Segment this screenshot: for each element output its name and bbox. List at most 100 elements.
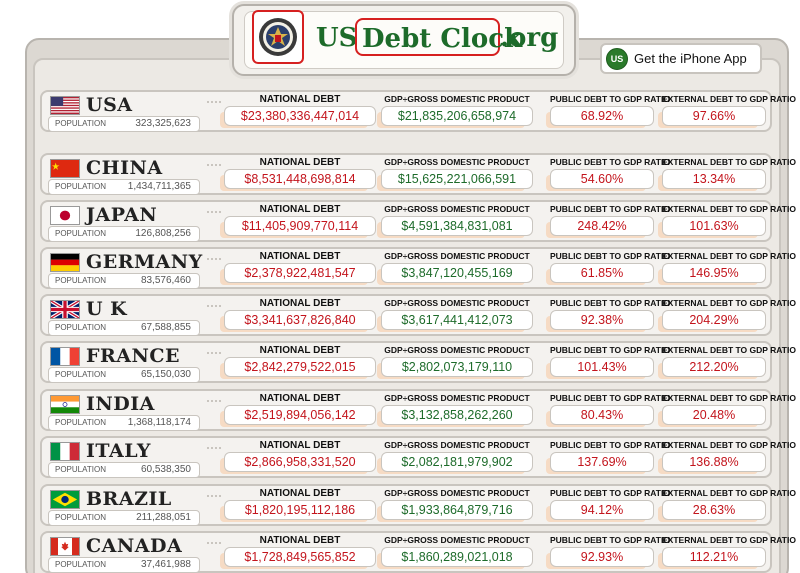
population-field: POPULATION 1,434,711,365 xyxy=(48,179,200,195)
country-row: U K POPULATION 67,588,855 NATIONAL DEBT $3,3… xyxy=(40,294,796,336)
national-debt-label: NATIONAL DEBT xyxy=(259,488,341,499)
national-debt-cell: NATIONAL DEBT $11,405,909,770,114 xyxy=(224,203,376,239)
gdp-value: $3,132,858,262,260 xyxy=(381,405,533,425)
external-debt-ratio-label: EXTERNAL DEBT TO GDP RATIO xyxy=(662,535,796,545)
country-name: INDIA xyxy=(86,393,155,415)
public-debt-ratio-cell: PUBLIC DEBT TO GDP RATIO 68.92% xyxy=(550,93,670,129)
national-debt-cell: NATIONAL DEBT $3,341,637,826,840 xyxy=(224,297,376,333)
iphone-app-button[interactable]: US Get the iPhone App xyxy=(600,43,762,74)
external-debt-ratio-value: 28.63% xyxy=(662,500,766,520)
row-divider xyxy=(207,447,221,449)
gdp-cell: GDP÷GROSS DOMESTIC PRODUCT $1,933,864,879… xyxy=(381,487,533,523)
public-debt-ratio-cell: PUBLIC DEBT TO GDP RATIO 61.85% xyxy=(550,250,670,286)
logo-text-group: US Debt Clock .org xyxy=(232,4,576,76)
country-name: FRANCE xyxy=(86,345,180,367)
logo-debt-clock-highlight: Debt Clock xyxy=(355,18,522,56)
country-row: CHINA POPULATION 1,434,711,365 NATIONAL DEB… xyxy=(40,153,796,195)
gdp-label: GDP÷GROSS DOMESTIC PRODUCT xyxy=(384,393,530,403)
population-label: POPULATION xyxy=(55,182,106,191)
external-debt-ratio-label: EXTERNAL DEBT TO GDP RATIO xyxy=(662,157,796,167)
population-field: POPULATION 83,576,460 xyxy=(48,273,200,289)
population-field: POPULATION 67,588,855 xyxy=(48,320,200,336)
country-name: CHINA xyxy=(86,157,163,179)
gdp-value: $15,625,221,066,591 xyxy=(381,169,533,189)
country-row: ITALY POPULATION 60,538,350 NATIONAL DEBT $2… xyxy=(40,436,796,478)
national-debt-cell: NATIONAL DEBT $1,728,849,565,852 xyxy=(224,534,376,570)
gdp-value: $3,617,441,412,073 xyxy=(381,310,533,330)
public-debt-ratio-cell: PUBLIC DEBT TO GDP RATIO 92.38% xyxy=(550,297,670,333)
country-row: FRANCE POPULATION 65,150,030 NATIONAL DEBT $… xyxy=(40,341,796,383)
gdp-label: GDP÷GROSS DOMESTIC PRODUCT xyxy=(384,345,530,355)
population-value: 211,288,051 xyxy=(136,512,191,523)
external-debt-ratio-value: 212.20% xyxy=(662,357,766,377)
population-field: POPULATION 37,461,988 xyxy=(48,557,200,573)
external-debt-ratio-cell: EXTERNAL DEBT TO GDP RATIO 97.66% xyxy=(662,93,796,129)
row-divider xyxy=(207,400,221,402)
external-debt-ratio-cell: EXTERNAL DEBT TO GDP RATIO 28.63% xyxy=(662,487,796,523)
population-field: POPULATION 60,538,350 xyxy=(48,462,200,478)
external-debt-ratio-label: EXTERNAL DEBT TO GDP RATIO xyxy=(662,393,796,403)
external-debt-ratio-cell: EXTERNAL DEBT TO GDP RATIO 146.95% xyxy=(662,250,796,286)
national-debt-value: $23,380,336,447,014 xyxy=(224,106,376,126)
external-debt-ratio-label: EXTERNAL DEBT TO GDP RATIO xyxy=(662,204,796,214)
national-debt-value: $2,866,958,331,520 xyxy=(224,452,376,472)
country-row: GERMANY POPULATION 83,576,460 NATIONAL DEBT… xyxy=(40,247,796,289)
population-label: POPULATION xyxy=(55,119,106,128)
population-value: 126,808,256 xyxy=(135,228,191,239)
external-debt-ratio-label: EXTERNAL DEBT TO GDP RATIO xyxy=(662,440,796,450)
country-row: JAPAN POPULATION 126,808,256 NATIONAL DEBT $… xyxy=(40,200,796,242)
country-box: BRAZIL POPULATION 211,288,051 xyxy=(46,488,202,526)
public-debt-ratio-label: PUBLIC DEBT TO GDP RATIO xyxy=(550,157,670,167)
public-debt-ratio-label: PUBLIC DEBT TO GDP RATIO xyxy=(550,94,670,104)
population-value: 1,368,118,174 xyxy=(127,417,191,428)
external-debt-ratio-cell: EXTERNAL DEBT TO GDP RATIO 136.88% xyxy=(662,439,796,475)
country-box: USA POPULATION 323,325,623 xyxy=(46,94,202,132)
national-debt-value: $2,842,279,522,015 xyxy=(224,357,376,377)
row-divider xyxy=(207,542,221,544)
gdp-value: $1,933,864,879,716 xyxy=(381,500,533,520)
iphone-app-label: Get the iPhone App xyxy=(634,51,747,66)
country-name: U K xyxy=(86,298,128,320)
country-name: ITALY xyxy=(86,440,151,462)
national-debt-cell: NATIONAL DEBT $1,820,195,112,186 xyxy=(224,487,376,523)
public-debt-ratio-cell: PUBLIC DEBT TO GDP RATIO 80.43% xyxy=(550,392,670,428)
population-value: 83,576,460 xyxy=(140,275,191,286)
public-debt-ratio-value: 94.12% xyxy=(550,500,654,520)
national-debt-cell: NATIONAL DEBT $2,842,279,522,015 xyxy=(224,344,376,380)
public-debt-ratio-value: 101.43% xyxy=(550,357,654,377)
public-debt-ratio-label: PUBLIC DEBT TO GDP RATIO xyxy=(550,251,670,261)
gdp-label: GDP÷GROSS DOMESTIC PRODUCT xyxy=(384,440,530,450)
external-debt-ratio-value: 20.48% xyxy=(662,405,766,425)
public-debt-ratio-label: PUBLIC DEBT TO GDP RATIO xyxy=(550,345,670,355)
external-debt-ratio-label: EXTERNAL DEBT TO GDP RATIO xyxy=(662,251,796,261)
gdp-label: GDP÷GROSS DOMESTIC PRODUCT xyxy=(384,251,530,261)
public-debt-ratio-label: PUBLIC DEBT TO GDP RATIO xyxy=(550,298,670,308)
public-debt-ratio-value: 61.85% xyxy=(550,263,654,283)
row-divider xyxy=(207,305,221,307)
gdp-cell: GDP÷GROSS DOMESTIC PRODUCT $2,802,073,179… xyxy=(381,344,533,380)
public-debt-ratio-cell: PUBLIC DEBT TO GDP RATIO 54.60% xyxy=(550,156,670,192)
seal-icon[interactable] xyxy=(252,10,304,64)
national-debt-value: $3,341,637,826,840 xyxy=(224,310,376,330)
country-box: INDIA POPULATION 1,368,118,174 xyxy=(46,393,202,431)
national-debt-value: $2,378,922,481,547 xyxy=(224,263,376,283)
logo-us-text: US xyxy=(316,23,358,53)
public-debt-ratio-value: 92.93% xyxy=(550,547,654,567)
app-icon: US xyxy=(606,47,628,70)
public-debt-ratio-value: 137.69% xyxy=(550,452,654,472)
external-debt-ratio-value: 146.95% xyxy=(662,263,766,283)
row-divider xyxy=(207,101,221,103)
population-value: 60,538,350 xyxy=(140,464,191,475)
gdp-cell: GDP÷GROSS DOMESTIC PRODUCT $21,835,206,65… xyxy=(381,93,533,129)
external-debt-ratio-label: EXTERNAL DEBT TO GDP RATIO xyxy=(662,94,796,104)
public-debt-ratio-value: 68.92% xyxy=(550,106,654,126)
country-box: ITALY POPULATION 60,538,350 xyxy=(46,440,202,478)
population-label: POPULATION xyxy=(55,418,106,427)
national-debt-label: NATIONAL DEBT xyxy=(259,251,341,262)
population-field: POPULATION 65,150,030 xyxy=(48,367,200,383)
population-field: POPULATION 126,808,256 xyxy=(48,226,200,242)
external-debt-ratio-label: EXTERNAL DEBT TO GDP RATIO xyxy=(662,298,796,308)
public-debt-ratio-label: PUBLIC DEBT TO GDP RATIO xyxy=(550,393,670,403)
population-value: 67,588,855 xyxy=(140,322,191,333)
gdp-cell: GDP÷GROSS DOMESTIC PRODUCT $3,132,858,262… xyxy=(381,392,533,428)
